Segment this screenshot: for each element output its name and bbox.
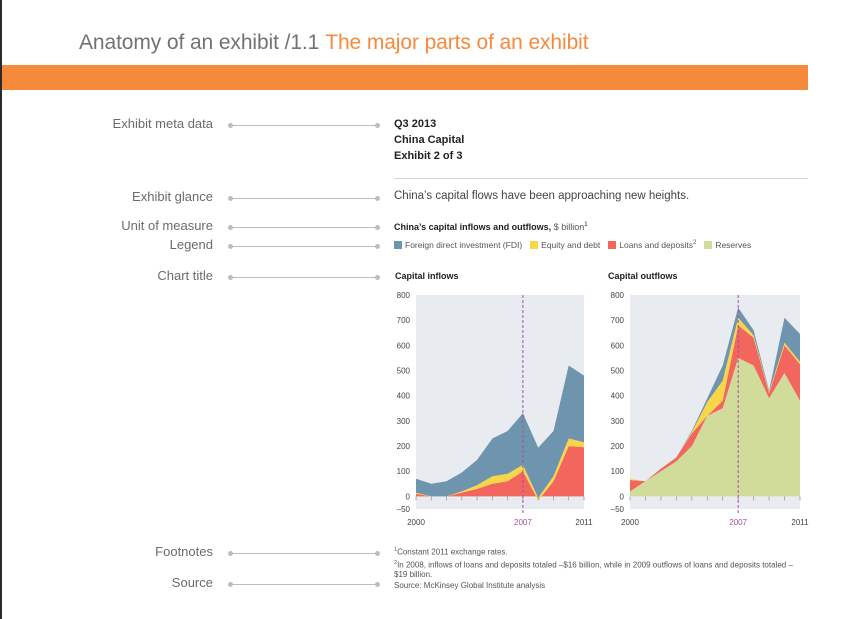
chart-title-inflows: Capital inflows [395,271,459,281]
area-inflows-equity-and-debt [416,438,584,501]
legend-label-loans: Loans and deposits2 [619,240,696,250]
annotation-source: Source [171,575,213,590]
meta-topic: China Capital [394,134,465,146]
unit-of-measure: China’s capital inflows and outflows, $ … [394,222,588,232]
y-tick-label-inflows: –50 [397,505,411,514]
legend-label-equity: Equity and debt [541,240,601,250]
y-tick-label-inflows: 500 [397,367,411,376]
area-inflows-loans-and-deposits [416,446,584,501]
y-tick-label-outflows: 800 [611,291,625,300]
legend-label-loans-sup: 2 [692,240,697,247]
annotation-legend: Legend [169,237,213,252]
y-tick-label-outflows: 200 [611,442,625,451]
legend-item-equity: Equity and debt [530,240,600,250]
legend-swatch-reserves [704,241,713,249]
title-prefix: Anatomy of an exhibit /1.1 [79,31,320,54]
leader-line-unit [228,225,380,230]
y-tick-label-outflows: –50 [611,505,625,514]
legend-item-loans: Loans and deposits2 [608,240,696,250]
x-tick-label-outflows: 2007 [729,518,747,527]
legend-swatch-fdi [394,241,402,249]
page-left-rule [0,0,2,619]
y-tick-label-outflows: 0 [620,492,625,501]
unit-sup: 1 [584,222,588,228]
annotation-unit: Unit of measure [121,218,213,233]
unit-title: China’s capital inflows and outflows, [394,222,552,232]
y-tick-label-inflows: 400 [397,392,411,401]
y-tick-label-inflows: 100 [397,467,411,476]
y-tick-label-inflows: 700 [397,316,411,325]
footnote-1-sup: 1 [394,547,398,553]
area-outflows-foreign-direct-investment-fdi [630,307,800,482]
area-inflows-foreign-direct-investment-fdi [416,365,584,498]
page-title: Anatomy of an exhibit /1.1 The major part… [79,31,589,55]
legend-swatch-loans [608,241,617,249]
legend-label-loans-text: Loans and deposits [619,240,693,250]
y-tick-label-inflows: 800 [397,291,411,300]
meta-exhibit-number: Exhibit 2 of 3 [394,150,463,162]
leader-line-glance [228,196,380,201]
leader-line-legend [228,244,380,249]
y-tick-label-outflows: 400 [611,392,625,401]
y-tick-label-inflows: 300 [397,417,411,426]
area-outflows-equity-and-debt [630,317,800,482]
y-tick-label-inflows: 200 [397,442,411,451]
leader-line-meta [228,123,380,128]
x-tick-label-outflows: 2000 [621,518,639,527]
footnotes: 1Constant 2011 exchange rates. 2In 2008,… [394,545,806,580]
legend-swatch-equity [530,241,539,249]
y-tick-label-inflows: 0 [406,492,411,501]
meta-quarter: Q3 2013 [394,118,437,130]
x-tick-label-outflows: 2011 [791,518,809,527]
x-tick-label-inflows: 2007 [514,518,532,527]
leader-line-source [228,582,380,587]
source-note: Source: McKinsey Global Institute analys… [394,581,546,590]
leader-line-footnotes [228,551,380,556]
unit-measure: $ billion [553,222,585,232]
y-tick-label-outflows: 600 [611,341,625,350]
area-outflows-loans-and-deposits [630,325,800,492]
plot-background-inflows [416,295,584,509]
footnote-2-text: In 2008, inflows of loans and deposits t… [394,560,793,580]
footnote-2-sup: 2 [394,559,398,566]
x-tick-label-inflows: 2000 [407,518,425,527]
header-bar [2,65,808,90]
annotation-meta-data: Exhibit meta data [112,116,213,131]
title-main: The major parts of an exhibit [325,31,589,54]
footnote-1: 1Constant 2011 exchange rates. [394,545,806,558]
footnote-2: 2In 2008, inflows of loans and deposits … [394,558,806,581]
annotation-chart-title: Chart title [157,268,213,283]
legend-item-fdi: Foreign direct investment (FDI) [394,240,522,250]
exhibit-glance: China’s capital flows have been approach… [394,190,690,202]
legend: Foreign direct investment (FDI) Equity a… [394,240,751,250]
chart-title-outflows: Capital outflows [608,271,678,281]
annotation-glance: Exhibit glance [132,189,213,204]
y-tick-label-inflows: 600 [397,341,411,350]
y-tick-label-outflows: 500 [611,367,625,376]
legend-label-reserves: Reserves [715,240,752,250]
area-outflows-reserves [630,357,800,497]
legend-item-reserves: Reserves [704,240,751,250]
leader-line-chart-title [228,275,380,280]
y-tick-label-outflows: 300 [611,417,625,426]
meta-separator [394,178,808,179]
plot-background-outflows [630,295,800,509]
annotation-footnotes: Footnotes [155,544,213,559]
y-tick-label-outflows: 700 [611,316,625,325]
x-tick-label-inflows: 2011 [575,518,593,527]
footnote-1-text: Constant 2011 exchange rates. [397,547,508,557]
legend-label-fdi: Foreign direct investment (FDI) [405,240,523,250]
y-tick-label-outflows: 100 [611,467,625,476]
exhibit-meta: Q3 2013 China Capital Exhibit 2 of 3 [394,116,464,164]
